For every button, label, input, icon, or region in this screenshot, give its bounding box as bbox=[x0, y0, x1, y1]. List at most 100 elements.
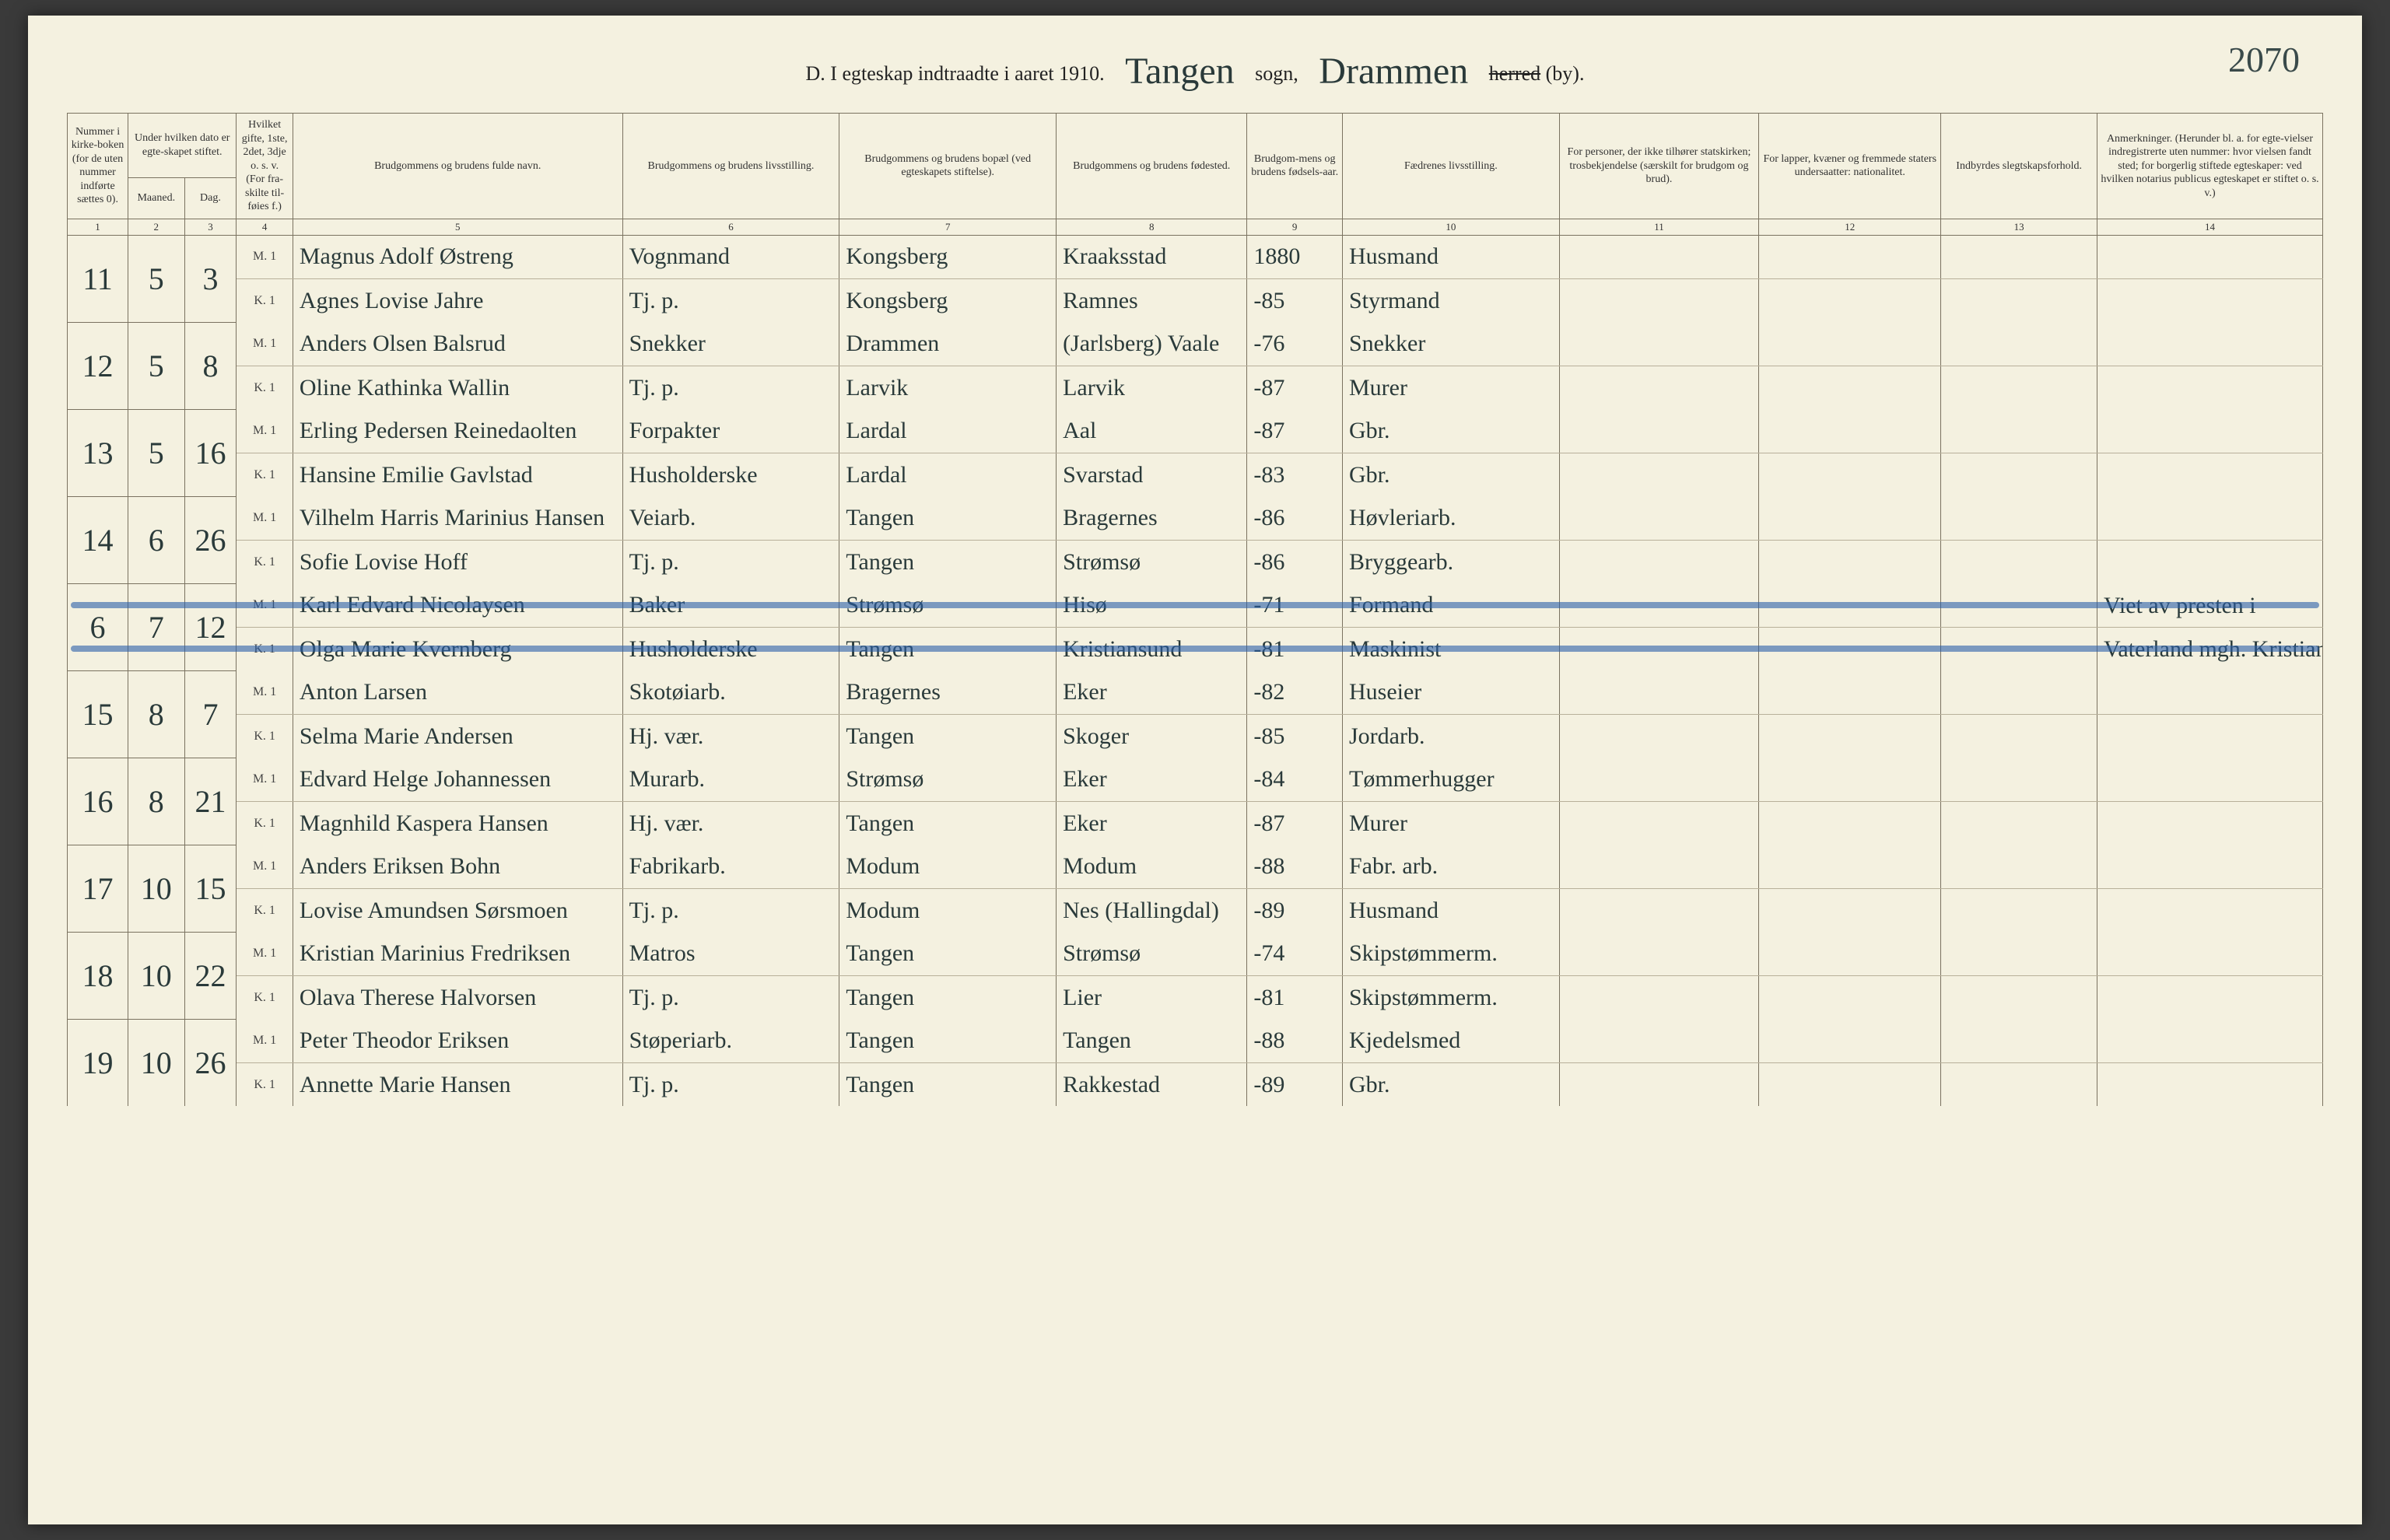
bride-col13 bbox=[1941, 453, 2097, 496]
entry-month: 10 bbox=[128, 845, 184, 932]
col-header-date-group: Under hvilken dato er egte-skapet stifte… bbox=[128, 114, 237, 178]
groom-col13 bbox=[1941, 845, 2097, 888]
row-label-groom: M. 1 bbox=[237, 932, 293, 975]
bride-birthyear: -89 bbox=[1247, 888, 1343, 932]
groom-col12 bbox=[1759, 845, 1941, 888]
groom-col11 bbox=[1559, 409, 1758, 453]
groom-birthyear: -76 bbox=[1247, 322, 1343, 366]
bride-residence: Tangen bbox=[839, 1062, 1057, 1106]
groom-remarks bbox=[2097, 1019, 2323, 1062]
groom-remarks bbox=[2097, 932, 2323, 975]
bride-birthyear: -83 bbox=[1247, 453, 1343, 496]
row-label-groom: M. 1 bbox=[237, 322, 293, 366]
bride-birthyear: -85 bbox=[1247, 714, 1343, 758]
row-label-groom: M. 1 bbox=[237, 1019, 293, 1062]
entry-number: 14 bbox=[68, 496, 128, 583]
groom-birthyear: -88 bbox=[1247, 1019, 1343, 1062]
entry-day: 3 bbox=[184, 235, 237, 322]
bride-father-occ: Bryggearb. bbox=[1343, 540, 1560, 583]
bride-father-occ: Murer bbox=[1343, 801, 1560, 845]
bride-father-occ: Skipstømmerm. bbox=[1343, 975, 1560, 1019]
col-num-1: 1 bbox=[68, 219, 128, 235]
col-num-9: 9 bbox=[1247, 219, 1343, 235]
col-header-10: Fædrenes livsstilling. bbox=[1343, 114, 1560, 219]
groom-birthyear: -86 bbox=[1247, 496, 1343, 540]
bride-residence: Tangen bbox=[839, 801, 1057, 845]
groom-name: Anton Larsen bbox=[293, 670, 622, 714]
col-num-12: 12 bbox=[1759, 219, 1941, 235]
bride-residence: Lardal bbox=[839, 453, 1057, 496]
groom-father-occ: Gbr. bbox=[1343, 409, 1560, 453]
entry-number: 18 bbox=[68, 932, 128, 1019]
groom-col13 bbox=[1941, 670, 2097, 714]
groom-name: Anders Eriksen Bohn bbox=[293, 845, 622, 888]
groom-birthyear: -88 bbox=[1247, 845, 1343, 888]
col-header-5: Brudgommens og brudens fulde navn. bbox=[293, 114, 622, 219]
groom-remarks bbox=[2097, 670, 2323, 714]
groom-name: Erling Pedersen Reinedaolten bbox=[293, 409, 622, 453]
bride-remarks bbox=[2097, 801, 2323, 845]
table-row: K. 1Agnes Lovise JahreTj. p.KongsbergRam… bbox=[68, 278, 2323, 322]
bride-residence: Tangen bbox=[839, 714, 1057, 758]
groom-residence: Kongsberg bbox=[839, 235, 1057, 278]
entry-month: 8 bbox=[128, 670, 184, 758]
groom-col13 bbox=[1941, 409, 2097, 453]
table-row: 191026M. 1Peter Theodor EriksenStøperiar… bbox=[68, 1019, 2323, 1062]
bride-col13 bbox=[1941, 540, 2097, 583]
entry-day: 7 bbox=[184, 670, 237, 758]
groom-remarks bbox=[2097, 496, 2323, 540]
bride-occupation: Husholderske bbox=[622, 453, 839, 496]
bride-col12 bbox=[1759, 278, 1941, 322]
bride-occupation: Hj. vær. bbox=[622, 801, 839, 845]
bride-name: Magnhild Kaspera Hansen bbox=[293, 801, 622, 845]
bride-father-occ: Gbr. bbox=[1343, 453, 1560, 496]
table-row: 171015M. 1Anders Eriksen BohnFabrikarb.M… bbox=[68, 845, 2323, 888]
groom-remarks bbox=[2097, 409, 2323, 453]
header-year-suffix: 10. bbox=[1079, 62, 1105, 85]
bride-col11 bbox=[1559, 366, 1758, 409]
bride-birthplace: Rakkestad bbox=[1057, 1062, 1247, 1106]
groom-father-occ: Huseier bbox=[1343, 670, 1560, 714]
bride-birthplace: Ramnes bbox=[1057, 278, 1247, 322]
bride-remarks bbox=[2097, 366, 2323, 409]
bride-col12 bbox=[1759, 975, 1941, 1019]
bride-birthplace: Skoger bbox=[1057, 714, 1247, 758]
table-row: K. 1Magnhild Kaspera HansenHj. vær.Tange… bbox=[68, 801, 2323, 845]
groom-residence: Bragernes bbox=[839, 670, 1057, 714]
entry-month: 7 bbox=[128, 583, 184, 670]
entry-day: 26 bbox=[184, 1019, 237, 1106]
bride-remarks bbox=[2097, 888, 2323, 932]
table-row: K. 1Annette Marie HansenTj. p.TangenRakk… bbox=[68, 1062, 2323, 1106]
bride-col11 bbox=[1559, 453, 1758, 496]
groom-name: Kristian Marinius Fredriksen bbox=[293, 932, 622, 975]
bride-birthplace: Nes (Hallingdal) bbox=[1057, 888, 1247, 932]
col-num-8: 8 bbox=[1057, 219, 1247, 235]
bride-name: Oline Kathinka Wallin bbox=[293, 366, 622, 409]
groom-remarks bbox=[2097, 758, 2323, 801]
row-label-bride: K. 1 bbox=[237, 714, 293, 758]
table-row: 1153M. 1Magnus Adolf ØstrengVognmandKong… bbox=[68, 235, 2323, 278]
row-label-bride: K. 1 bbox=[237, 453, 293, 496]
groom-father-occ: Snekker bbox=[1343, 322, 1560, 366]
groom-name: Magnus Adolf Østreng bbox=[293, 235, 622, 278]
row-label-groom: M. 1 bbox=[237, 758, 293, 801]
groom-occupation: Snekker bbox=[622, 322, 839, 366]
col-num-6: 6 bbox=[622, 219, 839, 235]
bride-col11 bbox=[1559, 714, 1758, 758]
groom-name: Anders Olsen Balsrud bbox=[293, 322, 622, 366]
page-header: D. I egteskap indtraadte i aaret 1910. T… bbox=[67, 47, 2323, 89]
groom-name: Edvard Helge Johannessen bbox=[293, 758, 622, 801]
bride-birthyear: -89 bbox=[1247, 1062, 1343, 1106]
groom-occupation: Skotøiarb. bbox=[622, 670, 839, 714]
col-header-14: Anmerkninger. (Herunder bl. a. for egte-… bbox=[2097, 114, 2323, 219]
groom-birthyear: -74 bbox=[1247, 932, 1343, 975]
col-header-9: Brudgom-mens og brudens fødsels-aar. bbox=[1247, 114, 1343, 219]
bride-birthyear: -87 bbox=[1247, 366, 1343, 409]
groom-residence: Tangen bbox=[839, 932, 1057, 975]
bride-remarks bbox=[2097, 453, 2323, 496]
ledger-table: Nummer i kirke-boken (for de uten nummer… bbox=[67, 113, 2323, 1106]
bride-father-occ: Gbr. bbox=[1343, 1062, 1560, 1106]
bride-col11 bbox=[1559, 888, 1758, 932]
entry-number: 15 bbox=[68, 670, 128, 758]
bride-occupation: Tj. p. bbox=[622, 888, 839, 932]
